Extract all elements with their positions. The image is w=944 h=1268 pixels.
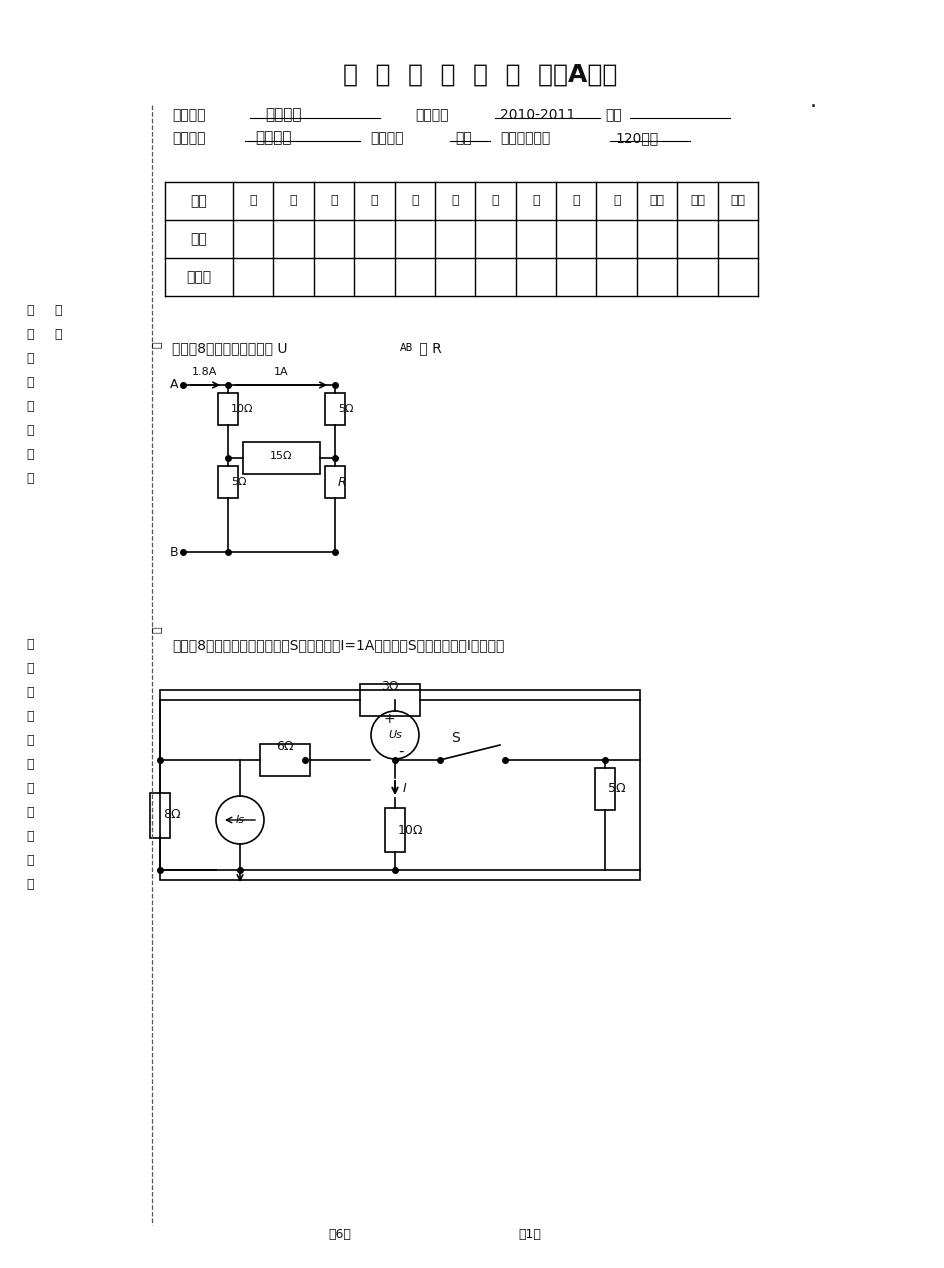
Text: 适用专业: 适用专业 bbox=[172, 131, 205, 145]
Bar bbox=[360, 683, 419, 716]
Bar bbox=[243, 443, 320, 474]
Text: 无: 无 bbox=[26, 855, 34, 867]
Text: 8Ω: 8Ω bbox=[162, 809, 180, 822]
Text: 六: 六 bbox=[451, 194, 459, 208]
Text: ·: · bbox=[809, 96, 817, 117]
Text: 考: 考 bbox=[26, 662, 34, 676]
Text: 十二: 十二 bbox=[689, 194, 704, 208]
Text: 化: 化 bbox=[26, 782, 34, 795]
Text: 题: 题 bbox=[153, 626, 162, 633]
Text: 场: 场 bbox=[26, 424, 34, 436]
Bar bbox=[325, 467, 345, 498]
Text: I: I bbox=[402, 781, 406, 795]
Text: A: A bbox=[169, 379, 177, 392]
Text: 考试时间长度: 考试时间长度 bbox=[499, 131, 549, 145]
Text: Us: Us bbox=[388, 730, 401, 741]
Text: 2010-2011: 2010-2011 bbox=[499, 108, 575, 122]
Text: 十一: 十一 bbox=[649, 194, 664, 208]
Text: 考: 考 bbox=[26, 399, 34, 412]
Text: 共6页: 共6页 bbox=[329, 1229, 351, 1241]
Bar bbox=[384, 808, 405, 852]
Text: 题目: 题目 bbox=[191, 194, 207, 208]
Text: 信息工程: 信息工程 bbox=[255, 131, 291, 146]
Text: 五: 五 bbox=[411, 194, 418, 208]
Text: 四: 四 bbox=[370, 194, 378, 208]
Text: 试: 试 bbox=[26, 686, 34, 700]
Text: 弊: 弊 bbox=[26, 734, 34, 748]
Text: 10Ω: 10Ω bbox=[230, 404, 253, 413]
Text: 5Ω: 5Ω bbox=[338, 404, 353, 413]
Bar bbox=[218, 393, 238, 425]
Text: 5Ω: 5Ω bbox=[230, 477, 246, 487]
Text: 得分: 得分 bbox=[191, 232, 207, 246]
Text: 电路基础: 电路基础 bbox=[264, 108, 301, 123]
Text: 自: 自 bbox=[26, 303, 34, 317]
Text: 一: 一 bbox=[249, 194, 257, 208]
Bar bbox=[150, 792, 170, 838]
Text: 姓: 姓 bbox=[54, 303, 61, 317]
Text: 闭卷: 闭卷 bbox=[454, 131, 471, 145]
Text: 名: 名 bbox=[54, 327, 61, 341]
Text: 七: 七 bbox=[491, 194, 498, 208]
Bar bbox=[325, 393, 345, 425]
Text: 10Ω: 10Ω bbox=[397, 823, 423, 837]
Text: 课程名称: 课程名称 bbox=[172, 108, 205, 122]
Text: 作: 作 bbox=[26, 710, 34, 724]
Text: 第1页: 第1页 bbox=[518, 1229, 541, 1241]
Text: 三: 三 bbox=[329, 194, 337, 208]
Text: 3Ω: 3Ω bbox=[380, 680, 398, 692]
Text: 1A: 1A bbox=[274, 366, 288, 377]
Text: 字: 字 bbox=[26, 806, 34, 819]
Bar bbox=[260, 744, 310, 776]
Text: 6Ω: 6Ω bbox=[276, 739, 294, 752]
Text: 得分: 得分 bbox=[604, 108, 621, 122]
Text: 本: 本 bbox=[26, 639, 34, 652]
Text: 和 R: 和 R bbox=[414, 341, 441, 355]
Text: 二、（8分）如图所示电路开关S断开时电流I=1A，若开关S接通，则电流I为多少？: 二、（8分）如图所示电路开关S断开时电流I=1A，若开关S接通，则电流I为多少？ bbox=[172, 638, 504, 652]
Text: 效: 效 bbox=[26, 879, 34, 891]
Text: 律: 律 bbox=[26, 472, 34, 484]
Text: S: S bbox=[450, 730, 459, 746]
Text: 、: 、 bbox=[26, 758, 34, 771]
Text: 遵: 遵 bbox=[26, 351, 34, 364]
Text: Is: Is bbox=[235, 815, 244, 825]
Text: 考试学期: 考试学期 bbox=[414, 108, 448, 122]
Text: AB: AB bbox=[399, 344, 413, 353]
Text: B: B bbox=[169, 545, 177, 558]
Text: R: R bbox=[338, 476, 346, 488]
Text: 120分钟: 120分钟 bbox=[615, 131, 657, 145]
Text: 5Ω: 5Ω bbox=[607, 782, 625, 795]
Text: 觉: 觉 bbox=[26, 327, 34, 341]
Text: 批阅人: 批阅人 bbox=[186, 270, 211, 284]
Text: 八: 八 bbox=[531, 194, 539, 208]
Bar bbox=[160, 690, 639, 880]
Text: -: - bbox=[397, 743, 403, 758]
Text: 1.8A: 1.8A bbox=[193, 366, 217, 377]
Text: 15Ω: 15Ω bbox=[269, 451, 292, 462]
Text: +: + bbox=[382, 713, 395, 727]
Text: 二: 二 bbox=[290, 194, 297, 208]
Bar bbox=[595, 768, 615, 810]
Text: 一、（8分）求图示电路中 U: 一、（8分）求图示电路中 U bbox=[172, 341, 287, 355]
Text: 守: 守 bbox=[26, 375, 34, 388]
Text: 十: 十 bbox=[613, 194, 620, 208]
Text: 东  南  大  学  考  试  卷（A卷）: 东 南 大 学 考 试 卷（A卷） bbox=[343, 63, 616, 87]
Bar bbox=[218, 467, 238, 498]
Text: 九: 九 bbox=[572, 194, 580, 208]
Text: 考试形式: 考试形式 bbox=[370, 131, 403, 145]
Text: 总分: 总分 bbox=[730, 194, 745, 208]
Text: 纪: 纪 bbox=[26, 448, 34, 460]
Text: 傀: 傀 bbox=[26, 831, 34, 843]
Text: 答: 答 bbox=[153, 341, 162, 349]
